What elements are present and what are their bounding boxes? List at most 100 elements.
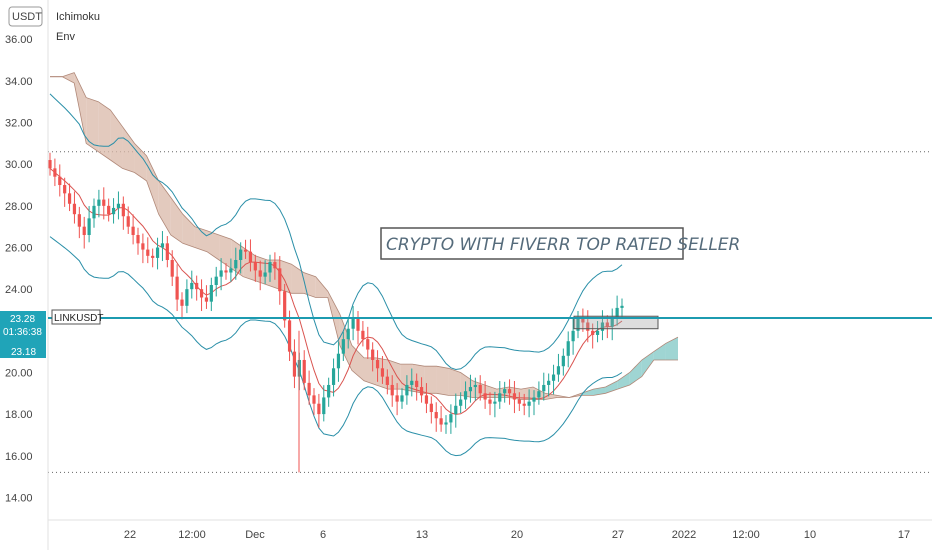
candle-body	[503, 389, 507, 394]
x-tick-label: 13	[416, 529, 428, 541]
candle-body	[126, 216, 130, 227]
candle-body	[405, 384, 409, 396]
indicator-env[interactable]: Env	[56, 31, 75, 43]
candle-body	[317, 403, 321, 415]
candle-body	[527, 401, 531, 406]
x-tick-label: 2022	[672, 529, 696, 541]
candle-body	[107, 205, 111, 215]
cloud-segment	[339, 314, 352, 371]
x-tick-label: 22	[124, 529, 136, 541]
candle-body	[478, 384, 482, 394]
indicator-ichimoku[interactable]: Ichimoku	[56, 11, 100, 23]
y-tick-label: 16.00	[5, 451, 33, 463]
candle-body	[483, 393, 487, 400]
x-tick-label: 20	[511, 529, 523, 541]
y-tick-label: 30.00	[5, 159, 33, 171]
candle-body	[219, 270, 223, 277]
candle-body	[229, 268, 233, 273]
candle-body	[253, 262, 257, 271]
candle-body	[116, 203, 121, 208]
candle-body	[410, 380, 414, 385]
symbol-label: LINKUSDT	[54, 313, 103, 324]
cloud-segment	[207, 230, 220, 260]
candle-body	[58, 176, 62, 186]
candle-body	[195, 282, 199, 290]
candle-body	[160, 243, 165, 248]
candle-body	[239, 249, 243, 260]
currency-label: USDT	[12, 11, 42, 23]
candle-body	[375, 359, 380, 369]
y-tick-label: 26.00	[5, 243, 33, 255]
cloud-segment	[388, 359, 401, 390]
candle-body	[463, 391, 468, 400]
x-tick-label: 10	[804, 529, 816, 541]
candle-body	[199, 289, 204, 298]
candle-body	[517, 399, 521, 404]
candle-body	[542, 384, 546, 392]
envelope-upper	[49, 93, 623, 371]
candle-body	[209, 284, 213, 302]
candle-body	[92, 205, 96, 219]
y-tick-label: 34.00	[5, 76, 33, 88]
candle-body	[302, 359, 306, 383]
candle-body	[312, 395, 316, 404]
candle-body	[273, 262, 277, 269]
cloud-segment	[448, 368, 461, 396]
candle-body	[429, 403, 433, 413]
cloud-segment	[170, 197, 183, 244]
candle-body	[77, 214, 81, 227]
candle-body	[155, 247, 160, 258]
candle-body	[67, 193, 72, 204]
cloud-segment	[243, 247, 256, 281]
candle-body	[146, 249, 150, 256]
candle-body	[121, 203, 125, 217]
currency-badge[interactable]	[8, 6, 43, 27]
cloud-segment	[219, 235, 232, 269]
candle-body	[258, 270, 262, 277]
y-tick-label: 24.00	[5, 284, 33, 296]
candle-body	[165, 243, 169, 260]
candle-body	[53, 168, 57, 177]
price-badge-last: 23.28	[10, 314, 35, 325]
annotation-box	[380, 227, 684, 260]
candle-body	[551, 374, 556, 381]
candle-body	[346, 328, 350, 340]
y-tick-label: 36.00	[5, 34, 33, 46]
candle-body	[248, 251, 253, 263]
x-tick-label: 12:00	[732, 529, 760, 541]
cloud-segment	[279, 260, 292, 294]
y-tick-label: 14.00	[5, 492, 33, 504]
candle-body	[97, 199, 101, 206]
candle-body	[576, 318, 580, 331]
x-axis-ticks: 22 12:00 Dec 6 13 20 27 2022 12:00 10 17	[124, 529, 910, 541]
price-badge-other-bg	[0, 345, 46, 358]
candle-body	[473, 384, 477, 388]
x-tick-label: 17	[898, 529, 910, 541]
candle-body	[102, 199, 106, 206]
candle-body	[180, 299, 184, 306]
candle-body	[468, 387, 473, 392]
y-axis-ticks: 36.0034.0032.0030.0028.0026.0024.0022.00…	[5, 34, 33, 504]
candle-body	[444, 422, 448, 425]
annotation-text: CRYPTO WITH FIVERR TOP RATED SELLER	[386, 235, 740, 255]
candle-body	[566, 341, 570, 356]
envelope-bands	[49, 93, 623, 457]
candle-body	[571, 330, 575, 342]
candle-body	[424, 395, 429, 404]
envelope-lower	[49, 236, 623, 457]
cloud-segment	[158, 180, 171, 236]
candle-body	[419, 387, 424, 396]
x-tick-label: Dec	[245, 529, 265, 541]
candle-body	[561, 355, 565, 367]
y-tick-label: 20.00	[5, 367, 33, 379]
candle-body	[522, 403, 526, 406]
cloud-segment	[593, 387, 606, 396]
candle-body	[400, 395, 404, 402]
cloud-segment	[315, 276, 328, 298]
cloud-segment	[291, 264, 304, 294]
cloud-span-b	[50, 76, 678, 400]
x-tick-label: 12:00	[178, 529, 206, 541]
candle-body	[131, 226, 135, 236]
